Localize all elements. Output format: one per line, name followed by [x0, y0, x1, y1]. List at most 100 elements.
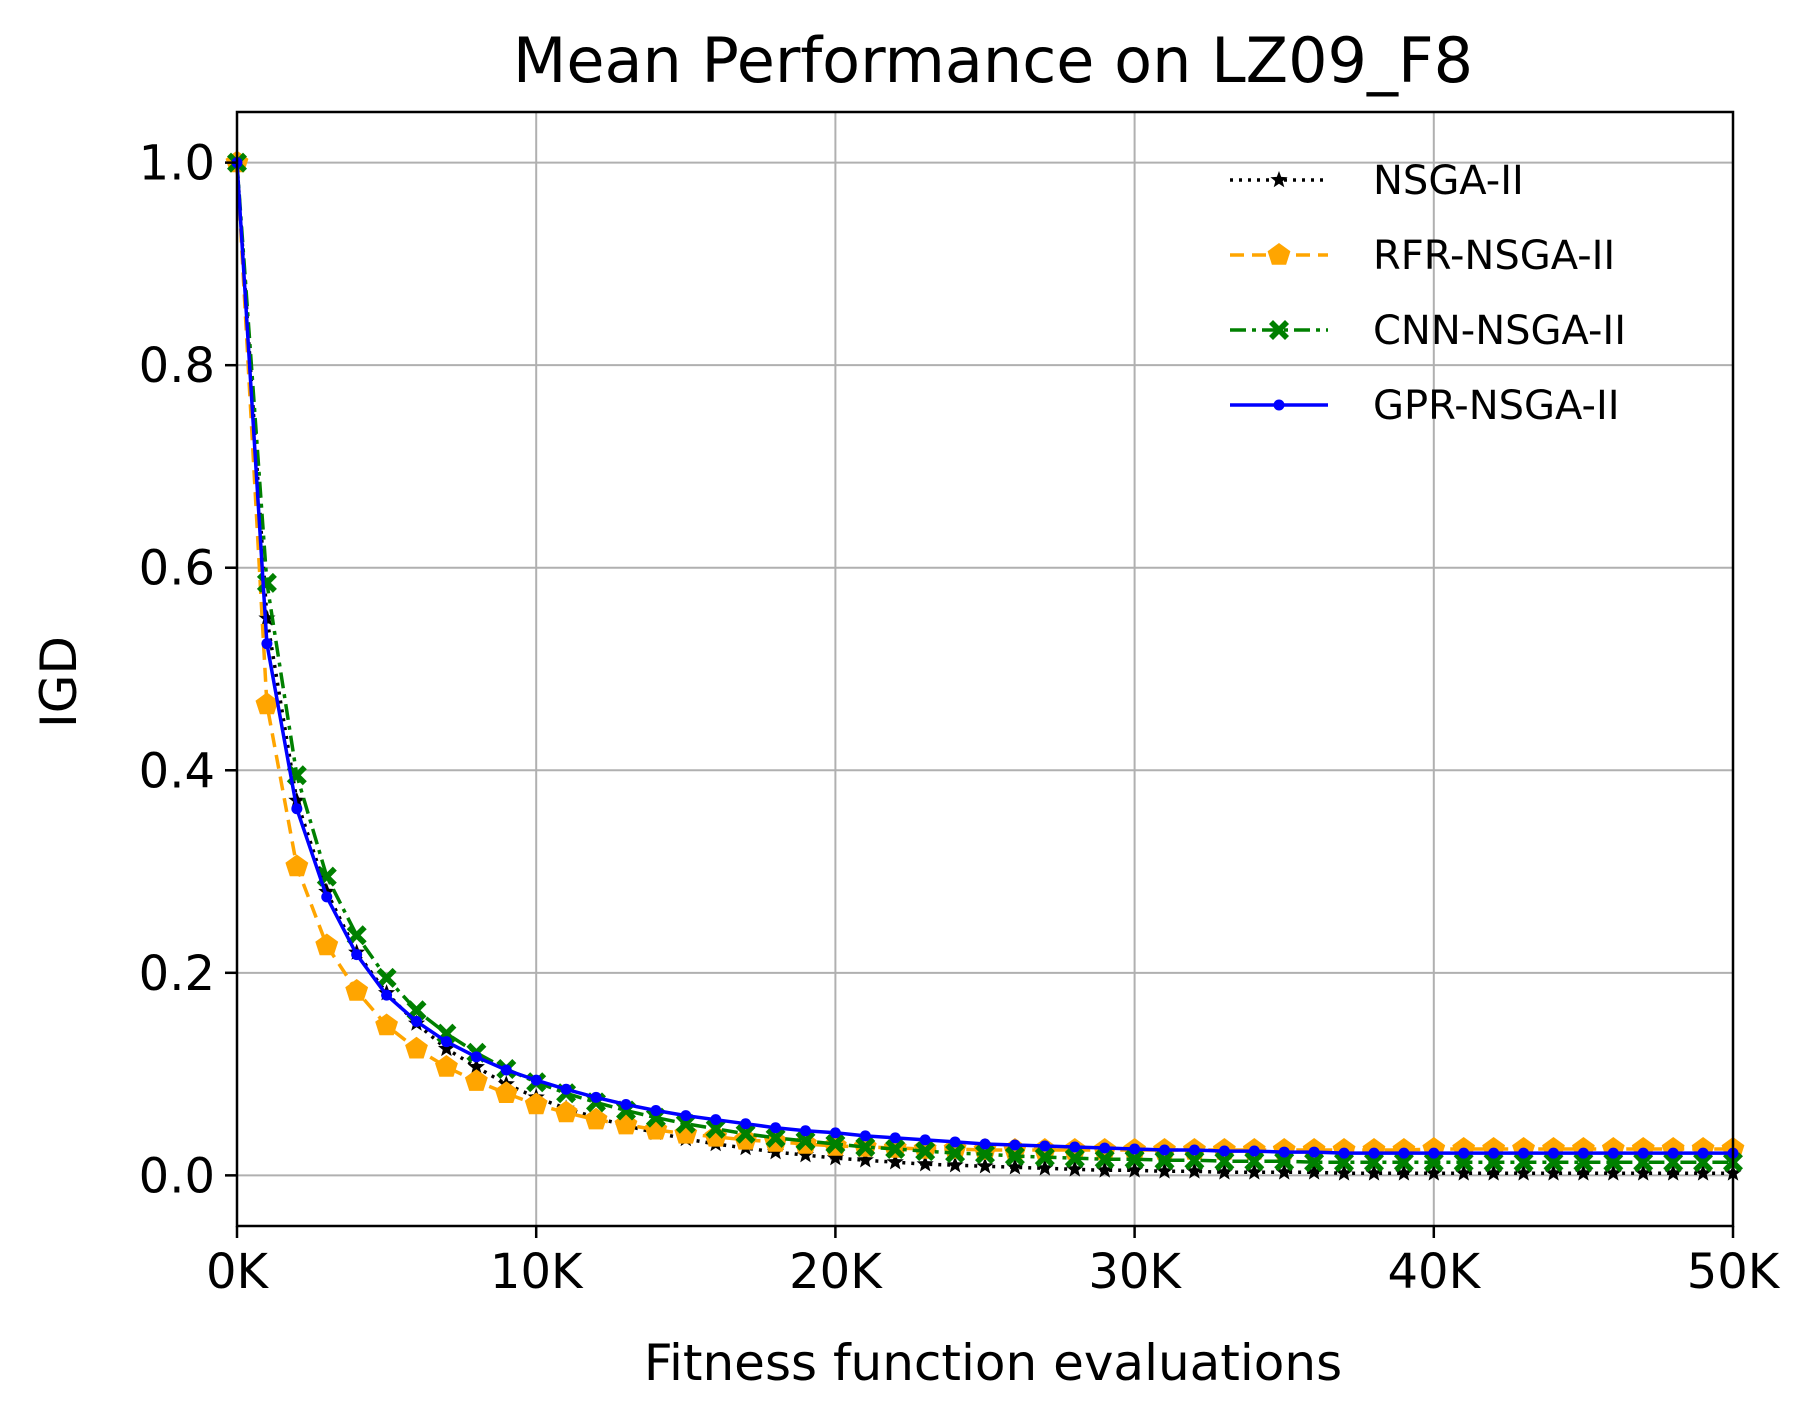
legend: NSGA-II RFR-NSGA-II CNN-NSGA-II GPR-NSGA-II [1230, 158, 1626, 429]
series-point [705, 1118, 726, 1139]
legend-item: GPR-NSGA-II [1230, 383, 1620, 429]
series-point [886, 1153, 904, 1170]
series-point [620, 1098, 632, 1110]
series-point [856, 1151, 874, 1168]
series-point [1066, 1160, 1084, 1177]
series-point [381, 989, 393, 1001]
series-point [440, 1036, 452, 1048]
series-point [318, 882, 336, 900]
legend-item: CNN-NSGA-II [1230, 308, 1626, 354]
series-point [1693, 1152, 1714, 1173]
series-point [1664, 1164, 1682, 1181]
series-point [1543, 1152, 1564, 1173]
ticks: 0K 10K 20K 30K 40K 50K 0.0 0.2 0.4 0.6 0.8 1.0 [139, 136, 1781, 1300]
series-point [494, 1081, 518, 1103]
series-point [1577, 1147, 1589, 1159]
grid [236, 112, 1734, 1226]
series-point [949, 1136, 961, 1148]
series-point [1544, 1164, 1562, 1181]
series-point [1184, 1150, 1205, 1171]
series-point [1398, 1147, 1410, 1159]
series-point [1488, 1147, 1500, 1159]
series-point [796, 1146, 814, 1163]
series-point [1455, 1164, 1473, 1181]
series-point [975, 1144, 995, 1165]
series-point [680, 1110, 692, 1122]
series-point [375, 1013, 398, 1036]
series-point [945, 1143, 966, 1164]
series-point [1159, 1144, 1171, 1156]
series-point [859, 1130, 871, 1142]
series-point [291, 803, 303, 815]
series-point [1188, 1144, 1200, 1156]
series-point [829, 1127, 841, 1139]
series-point [770, 1122, 782, 1134]
legend-item: RFR-NSGA-II [1230, 233, 1615, 279]
series-point [1244, 1151, 1265, 1172]
series-point [1308, 1146, 1320, 1158]
series-point [1099, 1142, 1111, 1154]
series-point [464, 1069, 488, 1091]
series-point [255, 692, 279, 715]
series-point [740, 1118, 752, 1130]
series-layer [225, 150, 1745, 1181]
series-point [1269, 320, 1289, 340]
series-point [675, 1113, 696, 1134]
series-point [799, 1125, 811, 1137]
x-tick-label: 30K [1088, 1244, 1182, 1300]
series-point [1663, 1152, 1684, 1173]
series-point [530, 1074, 542, 1086]
series-point [1423, 1152, 1444, 1173]
series-point [1393, 1152, 1414, 1173]
series-point [795, 1130, 816, 1151]
series-point [1304, 1152, 1325, 1173]
y-tick-label: 0.2 [139, 946, 215, 1002]
series-point [315, 933, 339, 956]
series-point [346, 925, 367, 946]
x-tick-label: 10K [490, 1244, 584, 1300]
series-point [1364, 1152, 1384, 1173]
x-axis-label: Fitness function evaluations [644, 1334, 1342, 1392]
series-point [1334, 1152, 1354, 1173]
series-point [1094, 1149, 1115, 1170]
series-point [1547, 1147, 1559, 1159]
series-point [1395, 1164, 1413, 1181]
series-point [1365, 1164, 1383, 1181]
series-point [1513, 1152, 1534, 1173]
x-tick-label: 20K [789, 1244, 883, 1300]
series-point [1036, 1159, 1054, 1176]
series-point [1518, 1147, 1530, 1159]
x-tick-label: 0K [206, 1244, 270, 1300]
legend-label: CNN-NSGA-II [1373, 308, 1626, 354]
chart-title: Mean Performance on LZ09_F8 [513, 24, 1473, 97]
series-point [1483, 1152, 1504, 1173]
series-point [1368, 1147, 1380, 1159]
legend-item: NSGA-II [1230, 158, 1524, 204]
series-point [1009, 1139, 1021, 1151]
series-point [889, 1132, 901, 1144]
series-point [734, 1127, 758, 1150]
y-tick-label: 0.8 [139, 338, 215, 394]
series-point [1270, 171, 1288, 188]
series-point [919, 1134, 931, 1146]
series-point [710, 1114, 722, 1126]
series-point [1129, 1143, 1141, 1155]
series-point [1574, 1164, 1592, 1181]
series-point [1215, 1163, 1233, 1180]
series-point [376, 967, 397, 988]
series-point [1603, 1152, 1624, 1173]
y-tick-label: 0.0 [139, 1148, 215, 1204]
series-point [560, 1083, 572, 1095]
series-point [1248, 1145, 1260, 1157]
series-point [704, 1124, 728, 1147]
series-point [1245, 1163, 1263, 1180]
series-point [650, 1105, 662, 1117]
series-point [979, 1138, 991, 1150]
series-point [1039, 1140, 1051, 1152]
legend-label: NSGA-II [1373, 158, 1524, 204]
series-point [1034, 1147, 1055, 1168]
series-point [467, 1058, 485, 1075]
series-point [1633, 1152, 1654, 1173]
series-point [1573, 1152, 1594, 1173]
series-point [916, 1155, 934, 1172]
